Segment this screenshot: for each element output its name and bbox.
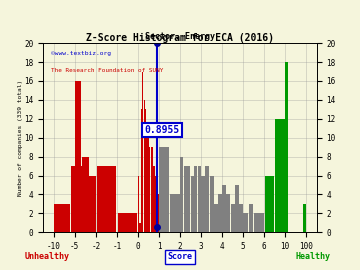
Bar	[184, 166, 187, 232]
Bar	[214, 204, 218, 232]
Bar	[198, 166, 201, 232]
Bar	[226, 194, 230, 232]
Bar	[159, 147, 169, 232]
Text: The Research Foundation of SUNY: The Research Foundation of SUNY	[51, 68, 164, 73]
Bar	[194, 166, 197, 232]
Bar	[201, 176, 205, 232]
Bar	[170, 194, 180, 232]
Bar	[89, 176, 95, 232]
Bar	[191, 176, 194, 232]
Title: Z-Score Histogram for ECA (2016): Z-Score Histogram for ECA (2016)	[86, 33, 274, 43]
Text: Healthy: Healthy	[296, 252, 331, 261]
Bar	[265, 176, 274, 232]
Bar	[139, 223, 141, 232]
Bar	[285, 62, 288, 232]
Bar	[218, 194, 222, 232]
Bar	[148, 138, 149, 232]
Bar	[259, 213, 264, 232]
Text: 0.8955: 0.8955	[144, 125, 180, 135]
Bar	[243, 213, 248, 232]
Bar	[96, 166, 116, 232]
Bar	[155, 176, 156, 232]
Bar	[180, 157, 183, 232]
Bar	[147, 128, 148, 232]
Bar	[222, 185, 226, 232]
Bar	[141, 109, 142, 232]
Bar	[153, 166, 155, 232]
Bar	[150, 147, 152, 232]
Bar	[187, 166, 190, 232]
Text: ©www.textbiz.org: ©www.textbiz.org	[51, 51, 111, 56]
Bar	[235, 185, 239, 232]
Bar	[206, 166, 209, 232]
Bar	[152, 147, 153, 232]
Text: Sector: Energy: Sector: Energy	[145, 32, 215, 41]
Bar	[82, 157, 89, 232]
Bar	[249, 204, 253, 232]
Bar	[156, 185, 157, 232]
Bar	[75, 81, 81, 232]
Bar	[54, 204, 70, 232]
Bar	[231, 204, 235, 232]
Bar	[210, 176, 213, 232]
Bar	[145, 109, 146, 232]
Bar	[254, 213, 259, 232]
Bar	[149, 147, 150, 232]
Text: Unhealthy: Unhealthy	[24, 252, 69, 261]
Bar	[144, 100, 145, 232]
Bar	[71, 166, 87, 232]
Bar	[138, 176, 139, 232]
Bar	[158, 194, 159, 232]
Bar	[275, 119, 285, 232]
Y-axis label: Number of companies (339 total): Number of companies (339 total)	[18, 80, 23, 196]
Bar	[239, 204, 243, 232]
Text: Score: Score	[167, 252, 193, 261]
Bar	[303, 204, 306, 232]
Bar	[142, 72, 143, 232]
Bar	[118, 213, 137, 232]
